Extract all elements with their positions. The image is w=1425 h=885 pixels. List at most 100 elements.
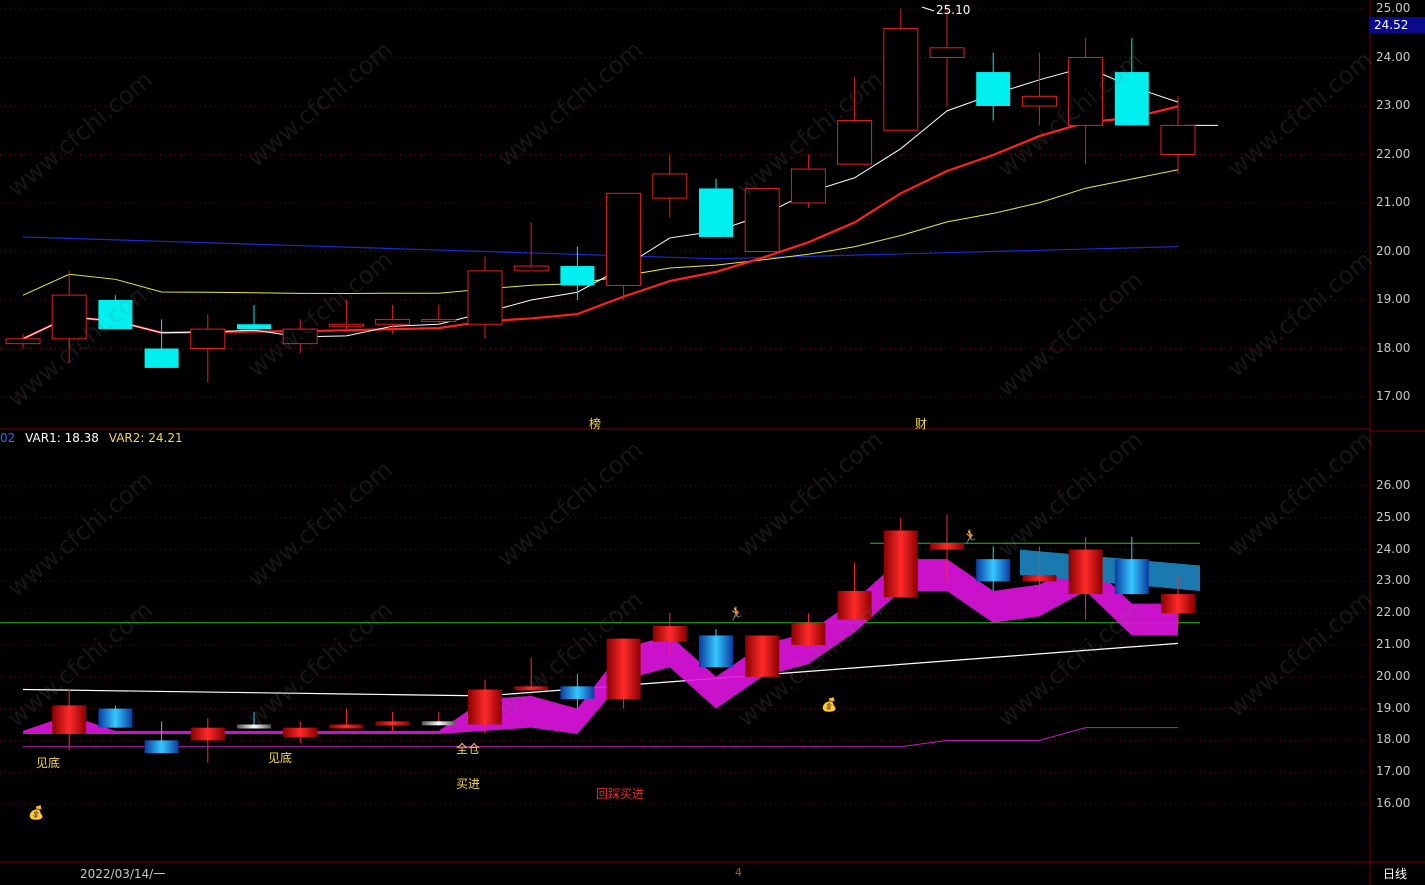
candle-body: [1160, 124, 1196, 156]
candle-body: [5, 338, 41, 345]
runner-icon: 🏃: [728, 607, 745, 622]
signal-bottom-2: 见底: [268, 751, 293, 765]
sub-candle-body: [190, 727, 225, 741]
indicator-values-row: 02 VAR1: 18.38 VAR2: 24.21: [0, 431, 183, 445]
candle-body: [790, 168, 826, 204]
runner-icon: 🏃: [962, 530, 979, 545]
candle-body: [699, 188, 733, 237]
price-tick-label: 19.00: [1376, 292, 1411, 306]
signal-pullback-buy: 回踩买进: [596, 787, 645, 801]
sub-candle-body: [1068, 549, 1103, 595]
price-tick-label: 17.00: [1376, 389, 1411, 403]
event-mark-bang[interactable]: 榜: [589, 417, 602, 431]
price-tick-label: 16.00: [1376, 796, 1411, 810]
price-tick-label: 23.00: [1376, 98, 1411, 112]
candle-body: [606, 192, 642, 286]
candle-body: [652, 173, 688, 199]
money-bag-icon: 💰: [821, 698, 838, 713]
sub-candle-body: [1114, 559, 1149, 595]
footer-marker: 4: [735, 866, 742, 879]
sub-bands: [0, 542, 1200, 735]
candle-body: [98, 300, 133, 330]
candle-body: [883, 27, 919, 131]
price-tick-label: 21.00: [1376, 637, 1411, 651]
cursor-date: 2022/03/14/一: [80, 867, 166, 881]
high-price-marker: [921, 6, 935, 12]
sub-candle-body: [606, 638, 641, 700]
sub-candle-body: [930, 543, 964, 550]
candle-body: [513, 265, 549, 272]
ma10-line: [22, 105, 1179, 340]
candle-body: [976, 72, 1011, 106]
ma20-line: [22, 169, 1179, 296]
price-tick-label: 18.00: [1376, 340, 1411, 355]
sub-candle-body: [468, 689, 502, 725]
sub-candles: [52, 514, 1195, 763]
main-grid: [0, 8, 1370, 398]
candle-body: [560, 266, 595, 286]
var-purple-line: [23, 727, 1178, 748]
sub-candle-body: [791, 622, 826, 645]
money-bag-icon: 💰: [28, 806, 45, 821]
price-tick-label: 24.00: [1376, 541, 1411, 556]
signal-buy: 买进: [456, 777, 481, 791]
price-tick-label: 21.00: [1376, 195, 1411, 209]
sub-candle-body: [375, 721, 410, 726]
sub-candle-body: [514, 686, 549, 691]
price-tick-label: 22.00: [1376, 146, 1411, 161]
event-mark-cai[interactable]: 财: [915, 417, 928, 431]
sub-candle-body: [283, 727, 318, 738]
sub-candle-body: [329, 724, 364, 729]
sub-candle-body: [699, 635, 733, 668]
candle-body: [421, 318, 457, 322]
high-price-pointer: [921, 6, 935, 12]
high-price-label: 25.10: [936, 3, 971, 17]
price-tick-label: 17.00: [1376, 764, 1411, 779]
candle-body: [282, 328, 318, 345]
price-tick-label: 20.00: [1376, 243, 1411, 258]
candle-body: [190, 328, 226, 350]
price-tick-label: 22.00: [1376, 605, 1411, 620]
price-tick-label: 20.00: [1376, 668, 1411, 683]
sub-candle-body: [652, 625, 687, 642]
sub-candle-body: [745, 635, 780, 677]
signal-bottom-1: 见底: [36, 756, 61, 770]
candle-body: [837, 120, 873, 165]
price-tick-label: 24.00: [1376, 49, 1411, 64]
sub-candle-body: [560, 686, 595, 700]
candle-body: [1114, 72, 1149, 126]
sub-candle-body: [883, 530, 918, 598]
sub-candle-body: [237, 724, 271, 729]
candle-body: [328, 323, 364, 327]
price-tick-label: 19.00: [1376, 700, 1411, 715]
candle-body: [467, 270, 503, 325]
trend-ribbon: [1020, 549, 1200, 591]
ma60-line: [22, 236, 1179, 260]
price-tick-label: 26.00: [1376, 478, 1411, 492]
price-tick-label: 23.00: [1376, 573, 1411, 588]
sub-candle-body: [976, 559, 1011, 582]
main-candles: [5, 4, 1196, 383]
candle-body: [1021, 95, 1057, 107]
sub-candle-body: [421, 721, 456, 726]
sub-candle-body: [837, 590, 872, 620]
candle-body: [929, 47, 965, 58]
period-selector[interactable]: 日线: [1383, 867, 1408, 881]
sub-candle-body: [144, 740, 179, 754]
sub-candle-body: [98, 708, 133, 728]
candle-body: [237, 324, 271, 330]
price-tick-label: 25.00: [1376, 509, 1411, 524]
sub-candle-body: [1161, 594, 1195, 614]
var-prefix: 02: [0, 431, 16, 445]
candle-body: [744, 187, 780, 252]
candle-body: [51, 294, 87, 340]
candle-body: [144, 348, 179, 368]
price-tick-label: 25.00: [1376, 1, 1411, 15]
price-tick-label: 18.00: [1376, 732, 1411, 747]
var2-label: VAR2: 24.21: [108, 431, 183, 445]
var1-label: VAR1: 18.38: [25, 431, 99, 445]
sub-candle-body: [1022, 575, 1057, 582]
candle-body: [375, 318, 411, 325]
signal-full-position: 全仓: [456, 742, 481, 756]
